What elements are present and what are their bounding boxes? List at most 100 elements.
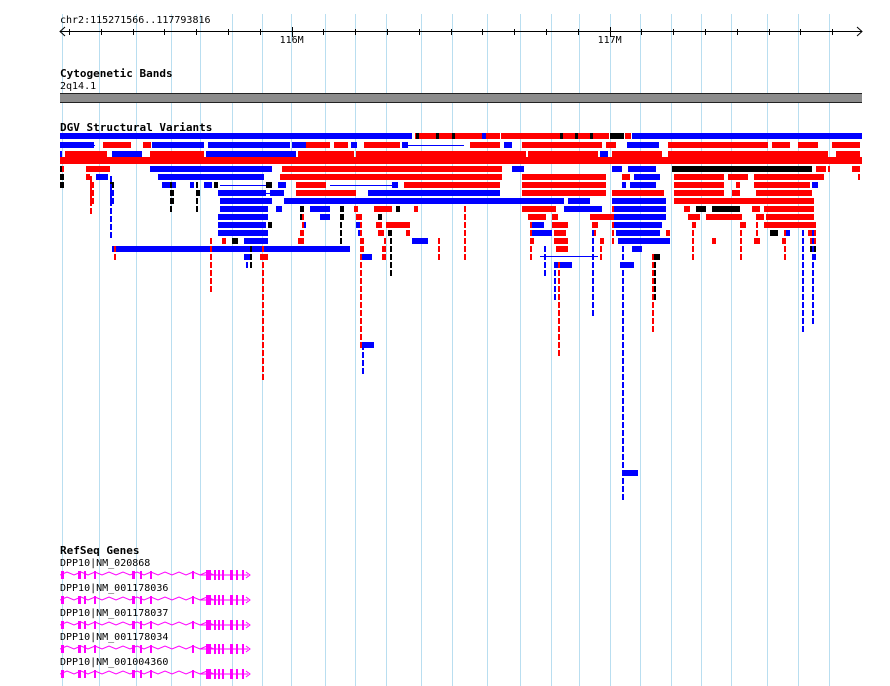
dgv-variant[interactable] <box>114 246 116 252</box>
dgv-variant[interactable] <box>786 230 790 236</box>
dgv-variant[interactable] <box>60 157 862 164</box>
dgv-variant[interactable] <box>522 190 606 196</box>
dgv-variant[interactable] <box>592 238 594 244</box>
dgv-variant[interactable] <box>756 214 758 220</box>
dgv-variant[interactable] <box>544 254 546 260</box>
dgv-variant[interactable] <box>858 166 860 172</box>
dgv-variant[interactable] <box>246 262 248 268</box>
dgv-variant[interactable] <box>554 278 556 284</box>
dgv-variant[interactable] <box>622 414 624 420</box>
dgv-variant[interactable] <box>110 232 112 238</box>
dgv-variant[interactable] <box>556 246 568 252</box>
dgv-variant[interactable] <box>756 190 812 196</box>
dgv-variant[interactable] <box>652 254 654 260</box>
dgv-variant[interactable] <box>622 470 624 476</box>
dgv-variant[interactable] <box>802 246 804 252</box>
dgv-variant[interactable] <box>766 214 814 220</box>
dgv-variant[interactable] <box>262 270 264 276</box>
dgv-variant[interactable] <box>618 238 670 244</box>
dgv-variant[interactable] <box>652 326 654 332</box>
dgv-variant[interactable] <box>90 198 94 204</box>
dgv-variant[interactable] <box>590 133 593 139</box>
dgv-variant[interactable] <box>504 142 512 148</box>
dgv-variant[interactable] <box>90 208 92 214</box>
dgv-variant[interactable] <box>396 206 400 212</box>
dgv-variant[interactable] <box>784 230 786 236</box>
dgv-variant[interactable] <box>764 222 816 228</box>
dgv-variant[interactable] <box>740 238 742 244</box>
dgv-variant[interactable] <box>622 334 624 340</box>
dgv-variant[interactable] <box>360 342 362 348</box>
dgv-variant[interactable] <box>268 222 272 228</box>
dgv-variant[interactable] <box>622 358 624 364</box>
dgv-variant[interactable] <box>784 254 786 260</box>
dgv-variant[interactable] <box>802 326 804 332</box>
dgv-variant[interactable] <box>298 151 354 157</box>
dgv-variant[interactable] <box>110 182 114 188</box>
dgv-variant[interactable] <box>622 350 624 356</box>
dgv-variant[interactable] <box>386 222 410 228</box>
dgv-variant[interactable] <box>606 142 616 148</box>
dgv-variant[interactable] <box>622 342 624 348</box>
dgv-variant[interactable] <box>630 182 656 188</box>
dgv-variant[interactable] <box>90 190 94 196</box>
dgv-variant[interactable] <box>60 174 64 180</box>
dgv-variant[interactable] <box>740 246 742 252</box>
dgv-variant[interactable] <box>378 214 382 220</box>
dgv-variant[interactable] <box>220 198 272 204</box>
dgv-variant[interactable] <box>415 133 500 139</box>
dgv-variant[interactable] <box>152 142 204 148</box>
scroll-right-arrow-icon[interactable] <box>853 26 863 37</box>
dgv-variant[interactable] <box>220 206 268 212</box>
dgv-variant[interactable] <box>196 206 198 212</box>
dgv-variant[interactable] <box>360 334 362 340</box>
dgv-variant[interactable] <box>436 133 439 139</box>
dgv-variant[interactable] <box>501 133 609 139</box>
dgv-variant[interactable] <box>60 182 64 188</box>
gene-model[interactable] <box>60 619 252 631</box>
dgv-variant[interactable] <box>280 174 502 180</box>
dgv-variant[interactable] <box>384 246 386 252</box>
dgv-variant[interactable] <box>612 214 666 220</box>
dgv-variant[interactable] <box>612 222 614 228</box>
dgv-variant[interactable] <box>218 222 266 228</box>
dgv-variant[interactable] <box>262 334 264 340</box>
dgv-variant[interactable] <box>802 270 804 276</box>
dgv-variant[interactable] <box>592 294 594 300</box>
dgv-variant[interactable] <box>674 174 724 180</box>
dgv-variant[interactable] <box>692 246 694 252</box>
dgv-variant[interactable] <box>568 198 590 204</box>
dgv-variant[interactable] <box>340 238 342 244</box>
dgv-variant[interactable] <box>60 145 95 146</box>
dgv-variant[interactable] <box>622 174 630 180</box>
dgv-variant[interactable] <box>692 254 694 260</box>
dgv-variant[interactable] <box>802 238 804 244</box>
dgv-variant[interactable] <box>246 254 248 260</box>
dgv-variant[interactable] <box>802 294 804 300</box>
dgv-variant[interactable] <box>340 214 344 220</box>
dgv-variant[interactable] <box>600 246 602 252</box>
dgv-variant[interactable] <box>90 176 92 182</box>
dgv-variant[interactable] <box>522 142 602 148</box>
dgv-variant[interactable] <box>575 133 578 139</box>
dgv-variant[interactable] <box>390 262 392 268</box>
dgv-variant[interactable] <box>262 286 264 292</box>
dgv-variant[interactable] <box>278 182 286 188</box>
dgv-variant[interactable] <box>558 286 560 292</box>
dgv-variant[interactable] <box>530 222 532 228</box>
dgv-variant[interactable] <box>610 133 624 139</box>
dgv-variant[interactable] <box>60 174 62 180</box>
dgv-variant[interactable] <box>544 246 546 252</box>
dgv-variant[interactable] <box>262 326 264 332</box>
dgv-variant[interactable] <box>622 318 624 324</box>
dgv-variant[interactable] <box>712 238 716 244</box>
dgv-variant[interactable] <box>196 190 198 196</box>
dgv-variant[interactable] <box>250 246 252 252</box>
dgv-variant[interactable] <box>558 270 560 276</box>
dgv-variant[interactable] <box>634 174 660 180</box>
dgv-variant[interactable] <box>210 286 212 292</box>
dgv-variant[interactable] <box>112 246 350 252</box>
dgv-variant[interactable] <box>672 166 812 172</box>
dgv-variant[interactable] <box>654 270 656 276</box>
dgv-variant[interactable] <box>170 198 174 204</box>
